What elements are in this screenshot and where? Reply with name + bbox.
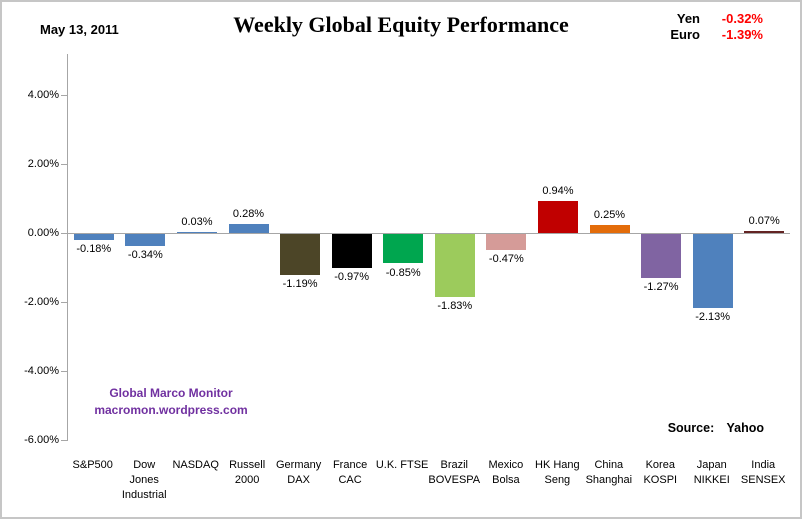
x-axis-label-line: Korea: [645, 459, 675, 471]
bar: [537, 200, 578, 234]
bar-value-label: -1.19%: [282, 278, 318, 291]
y-axis-tick: [61, 371, 68, 373]
bar-value-label: -2.13%: [695, 310, 731, 323]
x-axis-label-line: Dow: [133, 459, 156, 471]
x-axis-label-line: 2000: [234, 474, 260, 486]
x-axis-label-line: Seng: [544, 474, 571, 486]
currency-name: Yen: [676, 11, 700, 26]
x-axis-label: France CAC: [324, 458, 375, 503]
x-axis-label: China Shanghai: [583, 458, 634, 503]
bar-value-label: -0.97%: [334, 270, 370, 283]
x-axis-label: U.K. FTSE: [376, 458, 429, 503]
currency-value: -0.32%: [721, 11, 763, 26]
bar: [692, 234, 733, 308]
x-axis-label-line: Russell: [229, 459, 266, 471]
watermark-line1: Global Marco Monitor: [109, 386, 233, 400]
x-axis-label-line: HK Hang: [535, 459, 580, 471]
x-axis-label-line: U.K. FTSE: [375, 459, 429, 471]
bar-value-label: 0.94%: [542, 184, 574, 197]
bar-value-label: -0.18%: [76, 243, 112, 256]
bar-value-label: -0.34%: [127, 248, 163, 261]
source-label: Source:: [667, 421, 715, 435]
x-axis-label-line: CAC: [338, 474, 362, 486]
y-axis-tick-label: -4.00%: [24, 365, 59, 378]
x-axis-label-line: DAX: [287, 474, 310, 486]
bar: [641, 234, 682, 278]
bar: [589, 224, 630, 234]
x-axis-label-line: China: [594, 459, 624, 471]
x-axis-label-line: Shanghai: [585, 474, 633, 486]
currency-name: Euro: [670, 27, 700, 42]
currency-row-euro: Euro -1.39%: [662, 27, 763, 43]
watermark: Global Marco Monitor macromon.wordpress.…: [86, 385, 256, 419]
x-axis-label-line: Jones: [129, 474, 159, 486]
x-axis-labels: S&P500 Dow Jones Industrial NASDAQ Russell 200…: [67, 458, 789, 503]
x-axis-label: Dow Jones Industrial: [118, 458, 169, 503]
x-axis-zero-line: [68, 233, 790, 235]
bar-value-label: -0.85%: [385, 266, 421, 279]
currency-row-yen: Yen -0.32%: [662, 11, 763, 27]
x-axis-label-line: S&P500: [72, 459, 113, 471]
bar-value-label: 0.25%: [593, 208, 626, 221]
y-axis-tick: [61, 164, 68, 166]
bar: [228, 223, 269, 234]
bar: [331, 234, 372, 268]
x-axis-label-line: Industrial: [121, 489, 167, 501]
x-axis-label: Brazil BOVESPA: [428, 458, 480, 503]
currency-value: -1.39%: [721, 27, 763, 42]
bar-value-label: 0.03%: [181, 216, 213, 229]
bar-value-label: -0.47%: [488, 253, 524, 266]
x-axis-label: Russell 2000: [221, 458, 272, 503]
source-value: Yahoo: [726, 421, 764, 435]
x-axis-label-line: France: [332, 459, 368, 471]
y-axis-tick-label: -6.00%: [24, 434, 59, 446]
chart-title: Weekly Global Equity Performance: [233, 12, 569, 37]
y-axis-tick-label: 4.00%: [27, 89, 59, 102]
x-axis-label: Germany DAX: [273, 458, 324, 503]
y-axis-tick: [61, 95, 68, 97]
bar-value-label: 0.07%: [748, 214, 780, 227]
x-axis-label: India SENSEX: [737, 458, 788, 503]
x-axis-label: NASDAQ: [170, 458, 221, 503]
x-axis-label-line: Japan: [696, 459, 727, 471]
currency-box: Yen -0.32% Euro -1.39%: [662, 11, 763, 43]
plot-area: 4.00% 2.00% 0.00% -2.00% -4.00% -6.00% -0.18% -…: [24, 54, 790, 446]
y-axis-tick-label: -2.00%: [24, 296, 59, 309]
y-axis-tick: [61, 233, 68, 235]
x-axis-label-line: Germany: [275, 459, 322, 471]
bar: [383, 234, 424, 264]
x-axis-label: Korea KOSPI: [635, 458, 686, 503]
bar: [744, 230, 785, 234]
x-axis-label: Mexico Bolsa: [480, 458, 531, 503]
x-axis-label-line: NASDAQ: [172, 459, 219, 471]
x-axis-label-line: Bolsa: [492, 474, 520, 486]
bar: [73, 234, 114, 241]
x-axis-label-line: Brazil: [440, 459, 469, 471]
x-axis-label: HK Hang Seng: [532, 458, 583, 503]
y-axis-tick-label: 0.00%: [27, 227, 59, 240]
x-axis-label: S&P500: [67, 458, 118, 503]
watermark-line2: macromon.wordpress.com: [94, 403, 248, 417]
y-axis-tick: [61, 302, 68, 304]
y-axis-tick: [61, 440, 68, 441]
x-axis-label-line: NIKKEI: [693, 474, 730, 486]
bar: [486, 234, 527, 251]
bar: [280, 234, 321, 276]
bar-value-label: 0.28%: [232, 207, 265, 220]
bar: [434, 234, 475, 298]
x-axis-label-line: KOSPI: [643, 474, 678, 486]
x-axis-label-line: Mexico: [488, 459, 524, 471]
source-note: Source: Yahoo: [668, 421, 764, 435]
y-axis-tick-label: 2.00%: [27, 158, 59, 171]
bar: [176, 232, 217, 234]
bar-value-label: -1.27%: [643, 280, 679, 293]
bar: [125, 234, 166, 246]
x-axis-label-line: BOVESPA: [428, 474, 481, 486]
bar-value-label: -1.83%: [437, 300, 473, 313]
x-axis-label-line: SENSEX: [740, 474, 786, 486]
date-label: May 13, 2011: [40, 22, 119, 37]
x-axis-label-line: India: [751, 459, 776, 471]
x-axis-label: Japan NIKKEI: [686, 458, 737, 503]
